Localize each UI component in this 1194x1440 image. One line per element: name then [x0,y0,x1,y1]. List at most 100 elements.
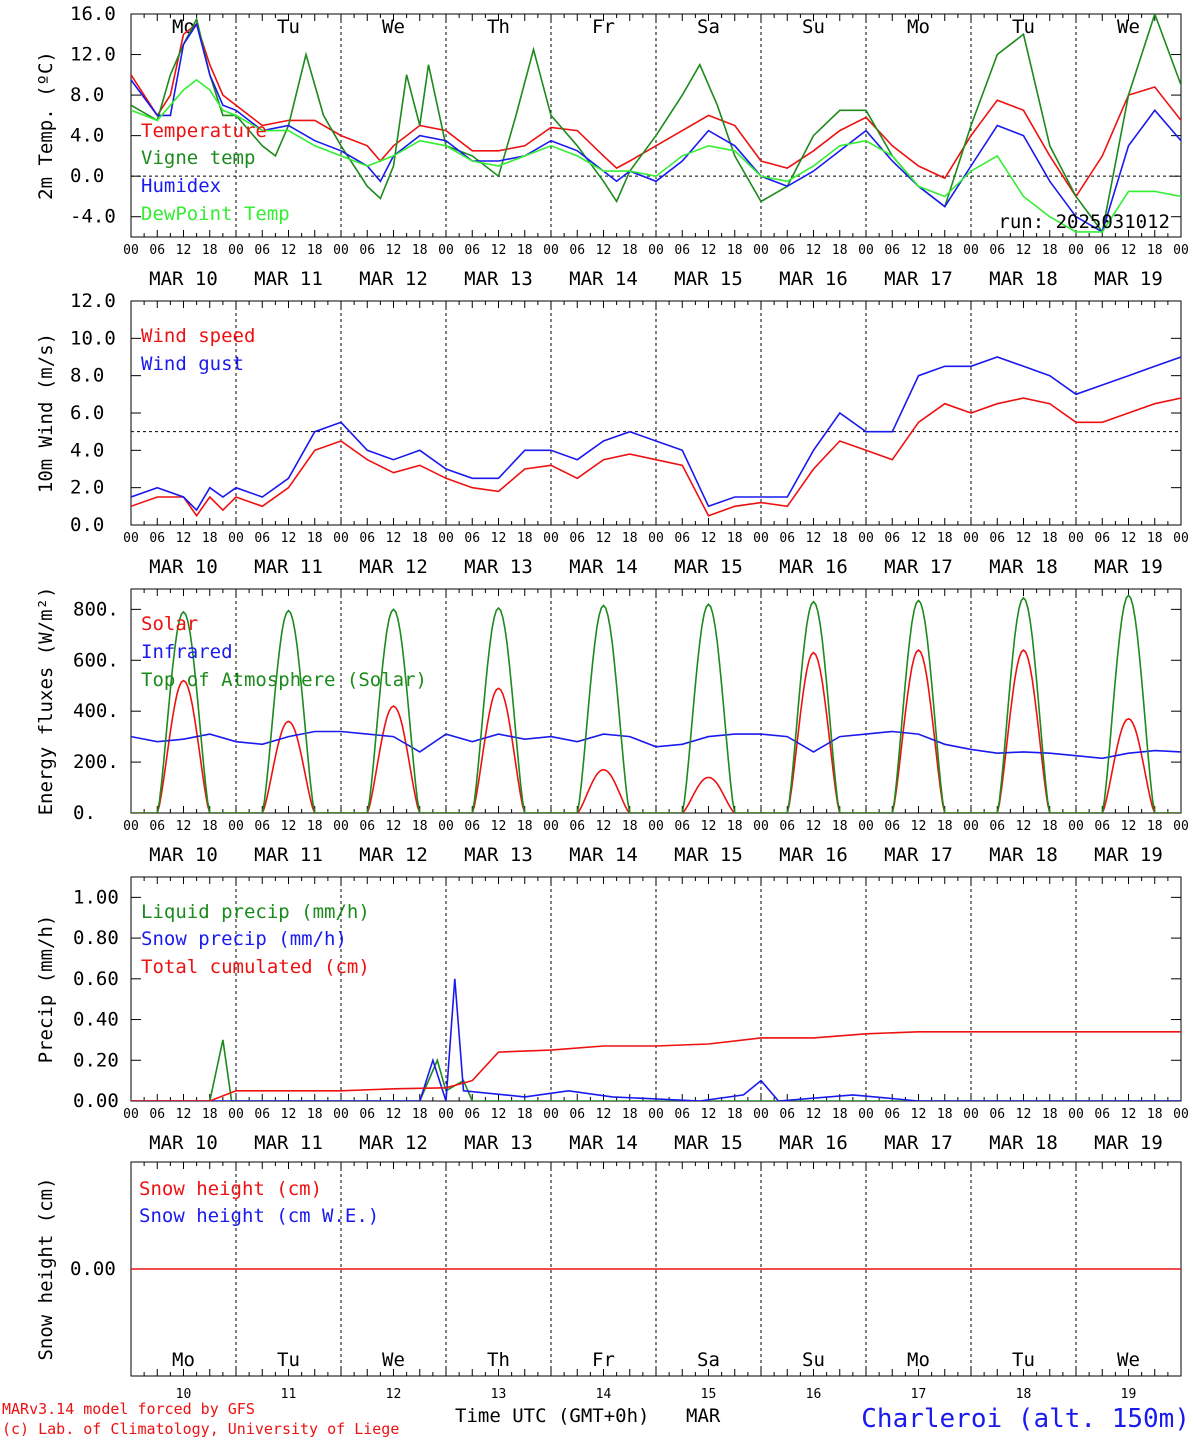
hour-tick-label: 00 [543,243,559,258]
plot-frame [130,300,1182,526]
series-line [131,730,1181,760]
date-label: MAR 14 [569,268,638,290]
y-tick-label: 6.0 [70,402,104,424]
y-tick-label: 0.60 [73,968,119,990]
hour-tick-label: 18 [307,243,323,258]
legend-entry: Top of Atmosphere (Solar) [141,669,427,691]
series-line [131,978,1181,1101]
legend-entry: DewPoint Temp [141,203,290,225]
series-group [131,356,1181,518]
y-tick-label: 0.0 [70,165,104,187]
hour-tick-label: 18 [937,243,953,258]
hour-tick-label: 06 [359,1107,375,1122]
hour-tick-label: 00 [648,1107,664,1122]
hour-tick-label: 18 [1042,819,1058,834]
date-label: MAR 16 [779,268,848,290]
y-tick-label: 0.80 [73,927,119,949]
hour-tick-label: 00 [753,531,769,546]
hour-tick-label: 00 [963,531,979,546]
day-label: Tu [1012,1349,1035,1371]
y-tick-label: 4.0 [70,439,104,461]
hour-tick-label: 18 [622,1107,638,1122]
hour-tick-label: 18 [412,1107,428,1122]
legend-entry: Wind speed [141,325,255,347]
y-tick-label: 12.0 [70,290,116,312]
hour-tick-label: 00 [228,531,244,546]
legend-entry: Solar [141,613,198,635]
hour-tick-label: 18 [1042,531,1058,546]
y-axis-label: Energy fluxes (W/m²) [35,587,57,816]
panel-1: 16.0 12.0 8.0 4.0 0.0 -4.0 2m Temp. (ºC) Mo Tu We… [35,3,1189,290]
date-label: MAR 17 [884,844,953,866]
date-label: MAR 15 [674,268,743,290]
hour-tick-label: 18 [727,1107,743,1122]
hour-tick-label: 00 [858,243,874,258]
date-label: MAR 16 [779,844,848,866]
date-label: MAR 14 [569,556,638,578]
hour-tick-label: 18 [832,1107,848,1122]
date-label: MAR 10 [149,844,218,866]
hour-tick-label: 00 [333,819,349,834]
hour-tick-label: 00 [438,243,454,258]
hour-tick-label: 12 [1016,1107,1032,1122]
y-tick-label: 8.0 [70,84,104,106]
date-label: MAR 18 [989,268,1058,290]
y-tick-label: 0.00 [73,1090,119,1112]
y-tick-label: 10.0 [70,327,116,349]
legend-entry: Snow height (cm) [139,1178,322,1200]
hour-tick-label: 18 [937,531,953,546]
y-tick-label: 1.00 [73,886,119,908]
hour-tick-label: 18 [622,531,638,546]
date-label: MAR 18 [989,556,1058,578]
y-axis-label: Precip (mm/h) [35,915,57,1064]
day-number-label: 13 [491,1387,507,1402]
hour-tick-label: 12 [491,819,507,834]
date-label: MAR 13 [464,556,533,578]
hour-tick-label: 18 [202,819,218,834]
y-axis-label: Snow height (cm) [35,1177,57,1360]
hour-tick-label: 18 [517,243,533,258]
y-tick-label: 16.0 [70,3,116,25]
hour-tick-label: 12 [281,243,297,258]
date-label: MAR 11 [254,268,323,290]
date-label: MAR 14 [569,844,638,866]
hour-tick-label: 06 [569,243,585,258]
hour-tick-label: 06 [569,1107,585,1122]
day-label: We [382,1349,405,1371]
hour-tick-label: 00 [1173,819,1189,834]
hour-tick-label: 12 [1121,243,1137,258]
day-number-label: 19 [1121,1387,1137,1402]
hour-tick-label: 06 [149,243,165,258]
date-label: MAR 15 [674,556,743,578]
y-tick-label: 0. [73,802,96,824]
day-number-label: 10 [176,1387,192,1402]
hour-tick-label: 06 [254,1107,270,1122]
hour-tick-label: 18 [832,243,848,258]
hour-tick-label: 06 [779,819,795,834]
day-number-label: 16 [806,1387,822,1402]
hour-tick-label: 12 [1016,819,1032,834]
day-label: Su [802,1349,825,1371]
hour-tick-label: 12 [596,243,612,258]
date-label: MAR 12 [359,844,428,866]
hour-tick-label: 00 [1068,1107,1084,1122]
hour-tick-label: 12 [1121,1107,1137,1122]
hour-tick-label: 00 [753,1107,769,1122]
hour-tick-label: 12 [176,531,192,546]
hour-tick-label: 06 [674,243,690,258]
hour-tick-label: 12 [596,819,612,834]
hour-tick-label: 12 [491,531,507,546]
y-tick-label: 0.0 [70,514,104,536]
plot-frame [130,588,1182,814]
hour-tick-label: 06 [569,531,585,546]
hour-tick-label: 00 [123,243,139,258]
hour-tick-label: 12 [281,819,297,834]
date-label: MAR 17 [884,1132,953,1154]
hour-tick-label: 00 [333,531,349,546]
day-label: Tu [1012,16,1035,38]
series-line [131,356,1181,512]
hour-tick-label: 00 [228,243,244,258]
date-label: MAR 16 [779,556,848,578]
hour-tick-label: 00 [228,819,244,834]
y-tick-label: 0.00 [70,1258,116,1280]
